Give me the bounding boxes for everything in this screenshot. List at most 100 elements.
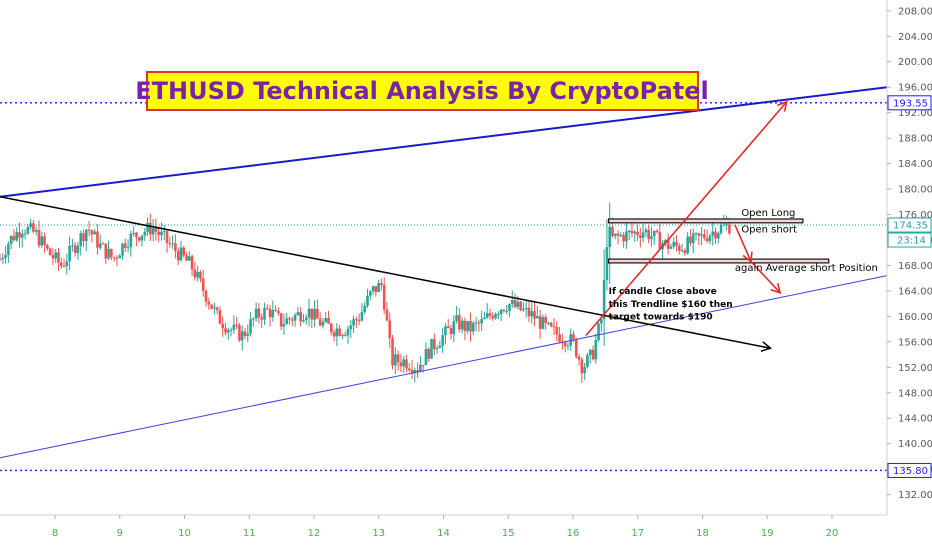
candle-body xyxy=(346,328,350,336)
y-tick-label: 148.00 xyxy=(898,388,932,399)
candle-body xyxy=(471,322,475,332)
level-box-open-long-zone[interactable] xyxy=(607,218,804,224)
candle-body xyxy=(357,319,361,321)
candle-body xyxy=(149,222,152,235)
candle-body xyxy=(279,313,283,327)
x-tick-label: 8 xyxy=(52,528,58,539)
candle-body xyxy=(680,250,684,252)
candle-body xyxy=(527,307,531,317)
candle-body xyxy=(460,320,464,330)
candle-body xyxy=(463,320,467,331)
candle-body xyxy=(399,362,403,367)
candle-body xyxy=(485,313,489,318)
candle-body xyxy=(132,232,135,234)
candle-body xyxy=(221,323,225,329)
candle-body xyxy=(224,328,227,333)
candle-body xyxy=(185,255,188,261)
candle-body xyxy=(380,283,383,285)
candle-body xyxy=(160,231,163,236)
candle-body xyxy=(658,232,662,250)
candle-body xyxy=(65,261,69,267)
candle-body xyxy=(538,316,542,329)
candle-body xyxy=(93,231,96,235)
candle-body xyxy=(541,317,545,329)
candle-body xyxy=(566,345,570,347)
candle-body xyxy=(650,236,653,240)
x-tick-label: 15 xyxy=(502,528,515,539)
candle-body xyxy=(591,349,595,360)
candle-body xyxy=(597,323,600,341)
candle-body xyxy=(313,308,316,320)
candle-body xyxy=(533,311,536,319)
candle-body xyxy=(176,251,180,261)
trendline-descending-trendline[interactable] xyxy=(0,195,771,349)
candle-body xyxy=(444,326,447,336)
candle-body xyxy=(580,359,584,374)
candle-body xyxy=(118,255,122,259)
candle-body xyxy=(151,228,155,235)
countdown-text: 23:14 xyxy=(897,236,926,247)
candle-body xyxy=(630,231,634,234)
candle-body xyxy=(126,247,130,249)
candle-body xyxy=(307,308,311,318)
candle-body xyxy=(26,227,30,234)
candle-body xyxy=(15,232,19,241)
candle-body xyxy=(341,334,344,336)
candle-body xyxy=(299,312,302,322)
candle-body xyxy=(332,332,336,337)
candle-body xyxy=(210,304,213,309)
time-axis-panel[interactable] xyxy=(0,515,932,550)
candle-body xyxy=(655,230,659,233)
candle-body xyxy=(600,319,603,324)
price-tag-text: 193.55 xyxy=(893,98,928,109)
candle-body xyxy=(68,245,71,262)
candle-body xyxy=(524,307,528,309)
candle-body xyxy=(193,269,197,278)
candle-body xyxy=(366,295,369,306)
target-arrow[interactable] xyxy=(750,261,781,294)
candle-body xyxy=(558,334,561,342)
candle-body xyxy=(249,319,252,334)
candle-body xyxy=(499,309,503,314)
candle-body xyxy=(104,243,108,259)
candle-body xyxy=(394,354,397,366)
candle-body xyxy=(12,236,16,241)
candle-body xyxy=(728,224,731,234)
target-arrow[interactable] xyxy=(585,101,788,337)
x-tick-label: 16 xyxy=(567,528,580,539)
trendline-lower-channel[interactable] xyxy=(0,275,888,459)
candle-body xyxy=(79,233,83,246)
candle-body xyxy=(719,225,723,234)
target-arrow[interactable] xyxy=(734,224,752,262)
candle-body xyxy=(129,233,133,248)
price-tag-bg xyxy=(887,217,932,233)
candle-body xyxy=(586,355,589,368)
candle-body xyxy=(62,266,66,268)
y-tick-label: 144.00 xyxy=(898,414,932,425)
candle-body xyxy=(296,312,300,315)
candle-body xyxy=(405,359,408,369)
price-axis-panel[interactable] xyxy=(887,0,932,515)
candle-body xyxy=(98,243,102,248)
y-tick-label: 168.00 xyxy=(898,261,932,272)
candle-body xyxy=(143,231,147,236)
candle-body xyxy=(396,354,400,363)
candle-body xyxy=(510,300,514,305)
y-tick-label: 176.00 xyxy=(898,210,932,221)
candle-body xyxy=(246,333,250,336)
annotation-text: again Average short Position xyxy=(735,263,878,274)
candle-body xyxy=(424,348,428,366)
y-tick-label: 196.00 xyxy=(898,83,932,94)
candle-body xyxy=(243,331,247,336)
candle-body xyxy=(652,230,656,237)
candle-body xyxy=(265,308,269,310)
candle-body xyxy=(641,232,645,238)
candle-body xyxy=(316,308,319,319)
x-tick-label: 13 xyxy=(372,528,385,539)
candle-body xyxy=(291,319,294,321)
chart-title: ETHUSD Technical Analysis By CryptoPatel xyxy=(135,77,709,105)
level-box-open-short-zone[interactable] xyxy=(607,258,830,264)
trendline-upper-channel[interactable] xyxy=(0,86,888,198)
candle-body xyxy=(327,318,330,324)
